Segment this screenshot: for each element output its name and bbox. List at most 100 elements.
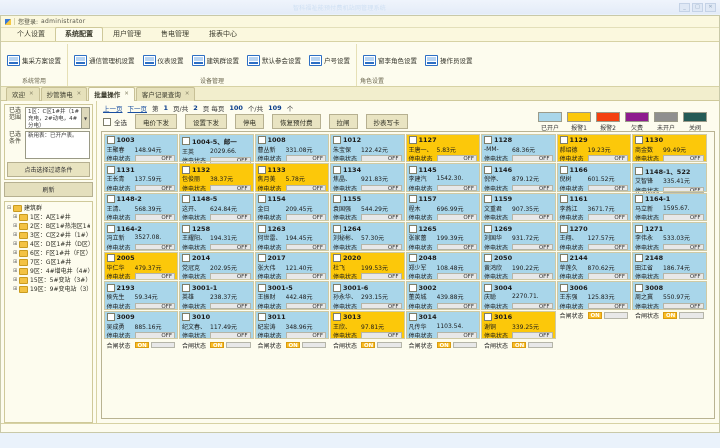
restore-prepaid-button[interactable]: 恢复预付费 (272, 114, 321, 129)
tree-item-3[interactable]: ⊞ 3区：C区2#井（1#） (7, 231, 90, 240)
card-checkbox[interactable] (182, 313, 190, 321)
card-checkbox[interactable] (257, 165, 266, 174)
price-dispatch-button[interactable]: 电价下发 (135, 114, 177, 129)
card-checkbox[interactable] (484, 195, 492, 203)
ribbon-tab-system[interactable]: 系统配置 (55, 26, 103, 41)
card-checkbox[interactable] (559, 224, 568, 233)
card-checkbox[interactable] (106, 254, 115, 262)
ribbon-button-building-settings[interactable]: 建筑群设置 (189, 53, 243, 68)
close-icon[interactable]: ✕ (184, 91, 190, 97)
meter-card[interactable]: 3014 凡传华 1103.54. 停电状态 OFF 合闸状态 ON (405, 310, 480, 350)
card-checkbox[interactable] (484, 224, 492, 233)
meter-card[interactable]: 3011 纪宏涛 348.96元 停电状态 OFF 合闸状态 ON (254, 310, 329, 350)
meter-card[interactable]: 1128-MM-68.36元停电状态OFF合闸状态ON (481, 133, 556, 173)
expand-icon[interactable]: ⊞ (13, 250, 18, 256)
card-checkbox[interactable] (635, 166, 643, 175)
card-checkbox[interactable] (257, 254, 266, 262)
card-checkbox[interactable] (635, 224, 643, 233)
meter-card[interactable]: 3010 纪文春、 117.49元 停电状态 OFF 合闸状态 ON (179, 310, 254, 350)
next-page-link[interactable]: 下一页 (127, 104, 148, 113)
meter-card[interactable]: 1148-2王清、568.39元停电状态OFF合闸状态ON (103, 192, 178, 232)
tree-item-8[interactable]: ⊞ 15区：5#变站（3#） (7, 276, 90, 285)
card-checkbox[interactable] (333, 195, 341, 203)
ribbon-button-operator-settings[interactable]: 操作员设置 (422, 53, 476, 68)
card-checkbox[interactable] (408, 254, 417, 262)
card-checkbox[interactable] (484, 165, 492, 174)
settings-dispatch-button[interactable]: 设置下发 (185, 114, 227, 129)
card-checkbox[interactable] (559, 165, 568, 174)
card-checkbox[interactable] (257, 283, 266, 292)
tree-item-5[interactable]: ⊞ 6区：F区1#井（F区） (7, 249, 90, 258)
ribbon-button-account-settings[interactable]: 户号设置 (306, 53, 353, 68)
card-checkbox[interactable] (408, 195, 417, 203)
card-checkbox[interactable] (484, 283, 492, 292)
ribbon-button-comm-manager[interactable]: 通信管理机设置 (71, 53, 138, 68)
tree-item-2[interactable]: ⊞ 2区：B区1#热泡区1# (7, 222, 90, 231)
expand-icon[interactable]: ⊞ (13, 241, 18, 247)
card-checkbox[interactable] (106, 283, 115, 292)
card-checkbox[interactable] (484, 254, 492, 262)
card-checkbox[interactable] (333, 224, 341, 233)
card-checkbox[interactable] (182, 254, 190, 262)
card-checkbox[interactable] (182, 283, 190, 292)
card-checkbox[interactable] (182, 195, 190, 203)
ribbon-button-role-settings[interactable]: 窗李角色设置 (360, 53, 420, 68)
card-checkbox[interactable] (257, 136, 266, 144)
expand-icon[interactable]: ⊞ (13, 259, 18, 265)
doc-tab-customer-records[interactable]: 客户记录查询 ✕ (135, 86, 196, 101)
expand-icon[interactable]: ⊞ (13, 277, 18, 283)
card-checkbox[interactable] (559, 283, 568, 292)
card-checkbox[interactable] (106, 165, 115, 174)
expand-icon[interactable]: ⊞ (13, 223, 18, 229)
close-button[interactable]: ✕ (705, 2, 716, 12)
card-checkbox[interactable] (408, 224, 417, 233)
ribbon-tab-personal[interactable]: 个人设置 (17, 30, 45, 38)
card-checkbox[interactable] (333, 136, 341, 144)
doc-tab-batch-operation[interactable]: 批量操作 ✕ (88, 86, 135, 101)
card-checkbox[interactable] (333, 313, 341, 321)
tree-item-9[interactable]: ⊞ 19区：9#变电站（3） (7, 285, 90, 294)
expand-icon[interactable]: ⊟ (7, 205, 12, 211)
card-checkbox[interactable] (635, 136, 643, 144)
ribbon-tab-reports[interactable]: 报表中心 (209, 30, 237, 38)
meter-card[interactable]: 1148-5这开、624.84元停电状态OFF合闸状态ON (179, 192, 254, 232)
card-checkbox[interactable] (333, 254, 341, 262)
meter-card[interactable]: 3006 王东强 125.83元 停电状态 OFF 合闸状态 ON (556, 281, 631, 320)
tree-item-1[interactable]: ⊞ 1区：A区1#井 (7, 213, 90, 222)
ribbon-button-meter-settings[interactable]: 仪表设置 (140, 53, 187, 68)
ribbon-tab-users[interactable]: 用户管理 (113, 30, 141, 38)
card-checkbox[interactable] (559, 136, 568, 144)
select-all-control[interactable]: 全选 (103, 117, 127, 127)
card-checkbox[interactable] (408, 313, 417, 321)
close-icon[interactable]: ✕ (29, 91, 34, 97)
choose-filter-button[interactable]: 点击选择过滤条件 (7, 162, 90, 177)
